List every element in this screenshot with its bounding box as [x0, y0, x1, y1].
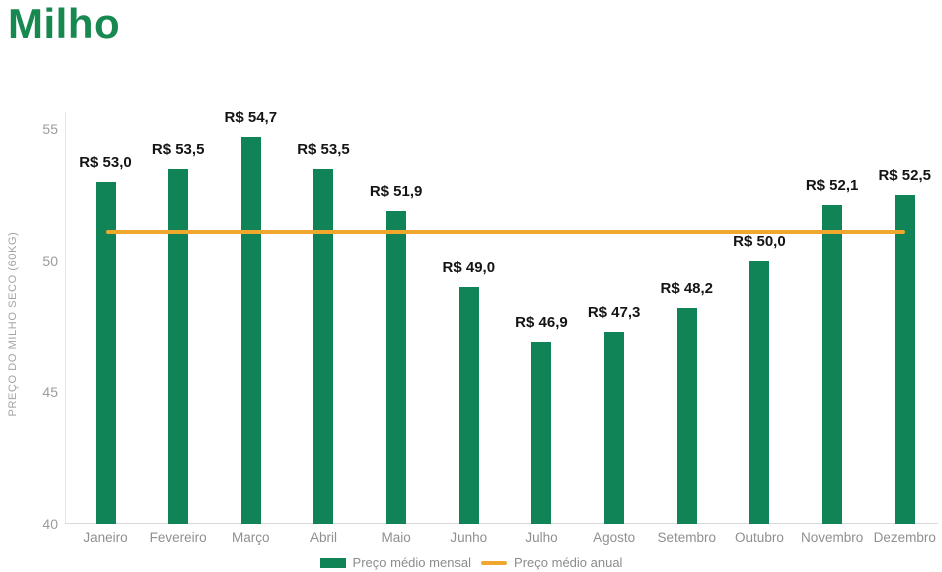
x-axis-label-janeiro: Janeiro [83, 530, 128, 545]
page-title: Milho [8, 0, 121, 47]
bar-julho [531, 342, 552, 524]
y-tick-label: 45 [42, 384, 58, 401]
x-axis-label-agosto: Agosto [593, 530, 636, 545]
bar-value-label: R$ 53,0 [79, 153, 132, 171]
bar-setembro [676, 308, 697, 524]
bar-outubro [749, 260, 770, 524]
x-axis-label-junho: Junho [450, 530, 488, 545]
annual-series-swatch [481, 560, 508, 565]
bar-value-label: R$ 54,7 [224, 108, 278, 126]
x-axis-label-novembro: Novembro [800, 530, 864, 545]
bar-março [240, 136, 261, 524]
y-tick-label: 50 [42, 252, 58, 269]
bar-value-label: R$ 50,0 [733, 232, 786, 250]
bar-value-label: R$ 47,3 [587, 303, 641, 321]
bar-dezembro [894, 194, 915, 524]
legend-label-monthly: Preço médio mensal [352, 555, 472, 570]
legend-label-annual: Preço médio anual [514, 555, 623, 570]
bar-agosto [604, 331, 625, 524]
bar-value-label: R$ 48,2 [660, 280, 714, 298]
bar-value-label: R$ 49,0 [442, 259, 496, 277]
bar-value-label: R$ 52,5 [878, 166, 932, 184]
x-axis-label-fevereiro: Fevereiro [149, 530, 207, 545]
y-tick-label: 40 [42, 516, 58, 532]
x-axis-label-março: Março [232, 530, 270, 545]
bar-value-label: R$ 53,5 [297, 140, 350, 158]
bar-value-label: R$ 53,5 [151, 140, 205, 158]
x-axis-label-julho: Julho [525, 530, 558, 545]
x-axis-label-setembro: Setembro [657, 530, 717, 545]
bar-value-label: R$ 46,9 [515, 314, 568, 332]
legend-item-annual: Preço médio anual [481, 555, 622, 570]
bar-fevereiro [168, 168, 189, 524]
x-axis-label-maio: Maio [381, 530, 411, 545]
bar-junho [458, 287, 479, 524]
annual-average-line [105, 229, 905, 234]
bar-janeiro [95, 181, 116, 524]
bar-value-label: R$ 52,1 [805, 177, 859, 195]
x-axis-label-abril: Abril [309, 530, 337, 545]
bar-maio [386, 210, 407, 524]
x-axis-baseline [65, 523, 938, 524]
bar-novembro [822, 205, 843, 524]
legend-item-monthly: Preço médio mensal [319, 555, 472, 570]
y-axis-title: PREÇO DO MILHO SECO (60KG) [7, 231, 19, 417]
x-axis-label-dezembro: Dezembro [873, 530, 936, 545]
monthly-series-swatch [319, 557, 346, 568]
bar-abril [313, 168, 334, 524]
y-tick-label: 55 [42, 121, 58, 138]
bar-value-label: R$ 51,9 [369, 182, 423, 200]
x-axis-label-outubro: Outubro [735, 530, 784, 545]
y-axis-line [65, 112, 66, 524]
chart-legend: Preço médio mensal Preço médio anual [0, 555, 942, 570]
